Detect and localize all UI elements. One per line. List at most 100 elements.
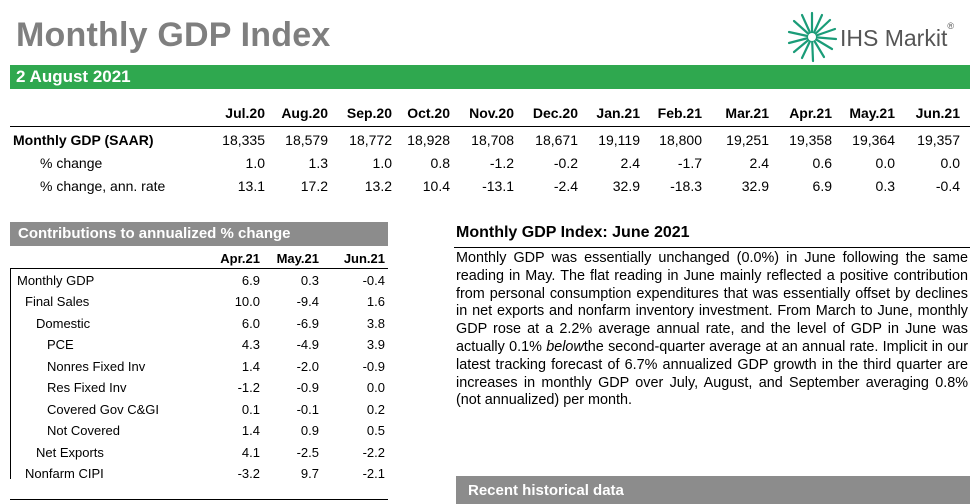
table-cell: -6.9: [296, 315, 319, 331]
table-cell: -9.4: [296, 294, 319, 309]
table-row: Res Fixed Inv -1.2 -0.9 0.0: [10, 377, 388, 399]
table-cell: 18,335: [222, 132, 265, 148]
row-label: Not Covered: [47, 423, 120, 438]
column-header: Aug.20: [281, 105, 328, 121]
table-cell: 1.0: [245, 155, 265, 171]
row-label: PCE: [47, 337, 74, 352]
ihs-markit-logo: IHS Markit®: [785, 8, 965, 66]
page-title: Monthly GDP Index: [16, 16, 331, 54]
table-cell: 32.9: [741, 178, 769, 194]
table-row: % change, ann. rate 13.1 17.2 13.2 10.4 …: [10, 175, 970, 198]
table-row: Nonres Fixed Inv 1.4 -2.0 -0.9: [10, 356, 388, 378]
table-header-row: Jul.20 Aug.20 Sep.20 Oct.20 Nov.20 Dec.2…: [10, 102, 970, 125]
summary-text-part: Monthly GDP was essentially unchanged (0…: [456, 250, 968, 355]
table-cell: 18,708: [471, 132, 514, 148]
table-cell: -4.9: [296, 337, 319, 352]
table-row: Monthly GDP 6.9 0.3 -0.4: [10, 270, 388, 292]
table-cell: 1.3: [308, 155, 328, 171]
table-cell: 1.0: [372, 155, 392, 171]
table-cell: 0.0: [366, 380, 385, 395]
row-label: Nonres Fixed Inv: [47, 358, 146, 374]
row-label: Domestic: [36, 315, 91, 331]
divider: [10, 268, 388, 269]
table-header-row: Apr.21 May.21 Jun.21: [10, 248, 388, 270]
table-cell: -0.2: [553, 155, 578, 171]
recent-historical-header: Recent historical data: [456, 476, 970, 504]
row-label: Covered Gov C&GI: [47, 401, 159, 417]
table-row: Net Exports 4.1 -2.5 -2.2: [10, 442, 388, 464]
table-cell: 17.2: [300, 178, 328, 194]
table-cell: 3.9: [366, 337, 385, 352]
table-row: Final Sales 10.0 -9.4 1.6: [10, 291, 388, 313]
starburst-logo-icon: [787, 11, 838, 63]
column-header: Jun.21: [343, 251, 385, 266]
column-header: Oct.20: [407, 105, 450, 121]
column-header: Apr.21: [220, 251, 260, 266]
table-cell: -0.1: [296, 401, 319, 417]
summary-text: Monthly GDP was essentially unchanged (0…: [456, 250, 968, 410]
row-label: Res Fixed Inv: [47, 380, 127, 395]
table-cell: -3.2: [237, 466, 260, 481]
table-cell: 19,119: [598, 132, 640, 148]
table-cell: 6.0: [241, 315, 260, 331]
table-cell: 0.2: [366, 401, 385, 417]
table-row: Nonfarm CIPI -3.2 9.7 -2.1: [10, 463, 388, 485]
table-cell: 32.9: [612, 178, 640, 194]
column-header: Jun.21: [915, 105, 960, 121]
summary-emphasis: below: [546, 338, 584, 355]
table-cell: 18,800: [659, 132, 702, 148]
table-cell: 0.3: [300, 272, 319, 288]
table-cell: 0.3: [875, 178, 895, 194]
row-label: Net Exports: [36, 444, 104, 460]
column-header: Jan.21: [596, 105, 640, 121]
monthly-gdp-table: Jul.20 Aug.20 Sep.20 Oct.20 Nov.20 Dec.2…: [10, 102, 970, 194]
table-cell: -2.4: [553, 178, 578, 194]
table-row: Covered Gov C&GI 0.1 -0.1 0.2: [10, 399, 388, 421]
table-cell: -1.2: [237, 380, 260, 395]
table-cell: -0.9: [296, 380, 319, 395]
table-cell: 0.5: [366, 423, 385, 438]
row-label: % change: [40, 155, 103, 171]
table-cell: 0.0: [940, 155, 960, 171]
column-header: May.21: [276, 251, 319, 266]
column-header: Mar.21: [725, 105, 769, 121]
table-row: Monthly GDP (SAAR) 18,335 18,579 18,772 …: [10, 129, 970, 152]
table-cell: -13.1: [482, 178, 514, 194]
table-cell: 2.4: [749, 155, 769, 171]
table-cell: -2.2: [362, 444, 385, 460]
table-cell: 18,928: [407, 132, 450, 148]
table-cell: -1.7: [677, 155, 702, 171]
table-cell: -0.4: [362, 272, 385, 288]
table-cell: 3.8: [366, 315, 385, 331]
table-cell: 18,772: [349, 132, 392, 148]
table-cell: 0.6: [812, 155, 832, 171]
table-cell: 18,671: [535, 132, 578, 148]
table-row: Domestic 6.0 -6.9 3.8: [10, 313, 388, 335]
table-row: % change 1.0 1.3 1.0 0.8 -1.2 -0.2 2.4 -…: [10, 152, 970, 175]
table-cell: 19,364: [852, 132, 895, 148]
table-cell: 0.9: [300, 423, 319, 438]
column-header: Feb.21: [657, 105, 702, 121]
table-cell: 19,251: [726, 132, 769, 148]
contributions-table: Apr.21 May.21 Jun.21 Monthly GDP 6.9 0.3…: [10, 248, 388, 485]
table-cell: 6.9: [812, 178, 832, 194]
divider: [10, 126, 970, 127]
divider: [10, 499, 388, 500]
table-row: PCE 4.3 -4.9 3.9: [10, 334, 388, 356]
report-date: 2 August 2021: [16, 67, 131, 86]
table-cell: 1.6: [366, 294, 385, 309]
table-row: Not Covered 1.4 0.9 0.5: [10, 420, 388, 442]
contributions-header: Contributions to annualized % change: [10, 222, 388, 246]
column-header: Sep.20: [346, 105, 392, 121]
table-cell: -2.1: [362, 466, 385, 481]
summary-text-part: the second-quarter average at an annual …: [456, 338, 969, 409]
row-label: Monthly GDP: [17, 272, 95, 288]
table-cell: -18.3: [670, 178, 702, 194]
column-header: May.21: [849, 105, 895, 121]
table-cell: -0.9: [362, 358, 385, 374]
table-cell: -0.4: [935, 178, 960, 194]
table-cell: 13.2: [364, 178, 392, 194]
column-header: Jul.20: [225, 105, 265, 121]
table-cell: 4.1: [241, 444, 260, 460]
summary-heading: Monthly GDP Index: June 2021: [456, 224, 690, 241]
